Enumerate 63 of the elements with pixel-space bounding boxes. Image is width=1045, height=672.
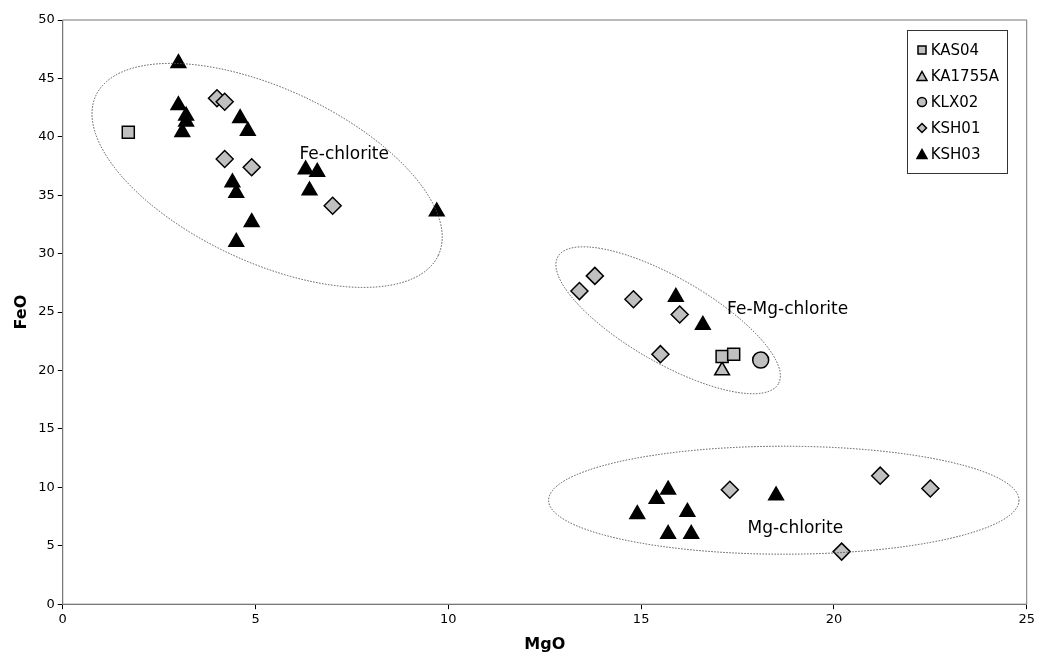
point [767,486,785,501]
point [651,344,670,364]
point [323,196,342,216]
point [720,480,740,499]
point [660,524,677,540]
y-tick-label: 30 [38,245,55,261]
legend-label: KAS04 [930,40,980,61]
y-axis-title: FeO [10,294,30,330]
y-tick-label: 20 [38,361,55,377]
legend-label: KA1755A [930,66,999,87]
x-tick-label: 20 [825,611,843,627]
point [170,53,187,69]
legend-label: KLX02 [930,92,979,113]
y-tick-label: 5 [46,537,55,553]
x-tick-label: 25 [1018,611,1035,627]
point [648,489,665,505]
point [629,504,646,520]
point [694,315,711,330]
point [832,542,851,561]
point [570,281,589,301]
x-tick-label: 0 [58,611,67,627]
y-tick-label: 50 [38,11,55,27]
point [170,96,187,111]
point [870,466,890,485]
y-tick-label: 25 [38,303,55,319]
point [660,480,677,495]
point [242,157,261,177]
point [228,232,245,247]
point [232,108,249,124]
y-tick-label: 0 [46,595,55,611]
y-tick-label: 15 [38,420,55,436]
point [624,290,643,309]
y-tick-label: 35 [38,186,55,202]
point [921,479,940,498]
point [428,202,445,217]
annotation: Mg-chlorite [747,516,844,537]
point [726,347,741,361]
point [683,524,700,540]
point [215,92,234,112]
x-axis-title: MgO [524,633,566,653]
legend-label: KSH03 [930,144,981,165]
annotation: Fe-chlorite [299,142,389,163]
point [243,212,260,228]
point [751,351,770,369]
point [239,121,256,136]
point [215,149,234,169]
point [585,266,605,286]
point [301,181,318,196]
y-tick-label: 45 [38,69,55,85]
point [679,502,696,517]
point [297,160,314,175]
point [670,305,689,324]
point [121,125,136,139]
point [667,287,684,302]
point [714,361,731,376]
x-tick-label: 10 [440,611,457,627]
annotation: Fe-Mg-chlorite [727,298,849,319]
legend-label: KSH01 [930,118,981,139]
x-tick-label: 15 [632,611,650,627]
y-tick-label: 10 [38,478,55,494]
point [309,162,326,177]
y-tick-label: 40 [38,128,55,144]
x-tick-label: 5 [251,611,260,627]
